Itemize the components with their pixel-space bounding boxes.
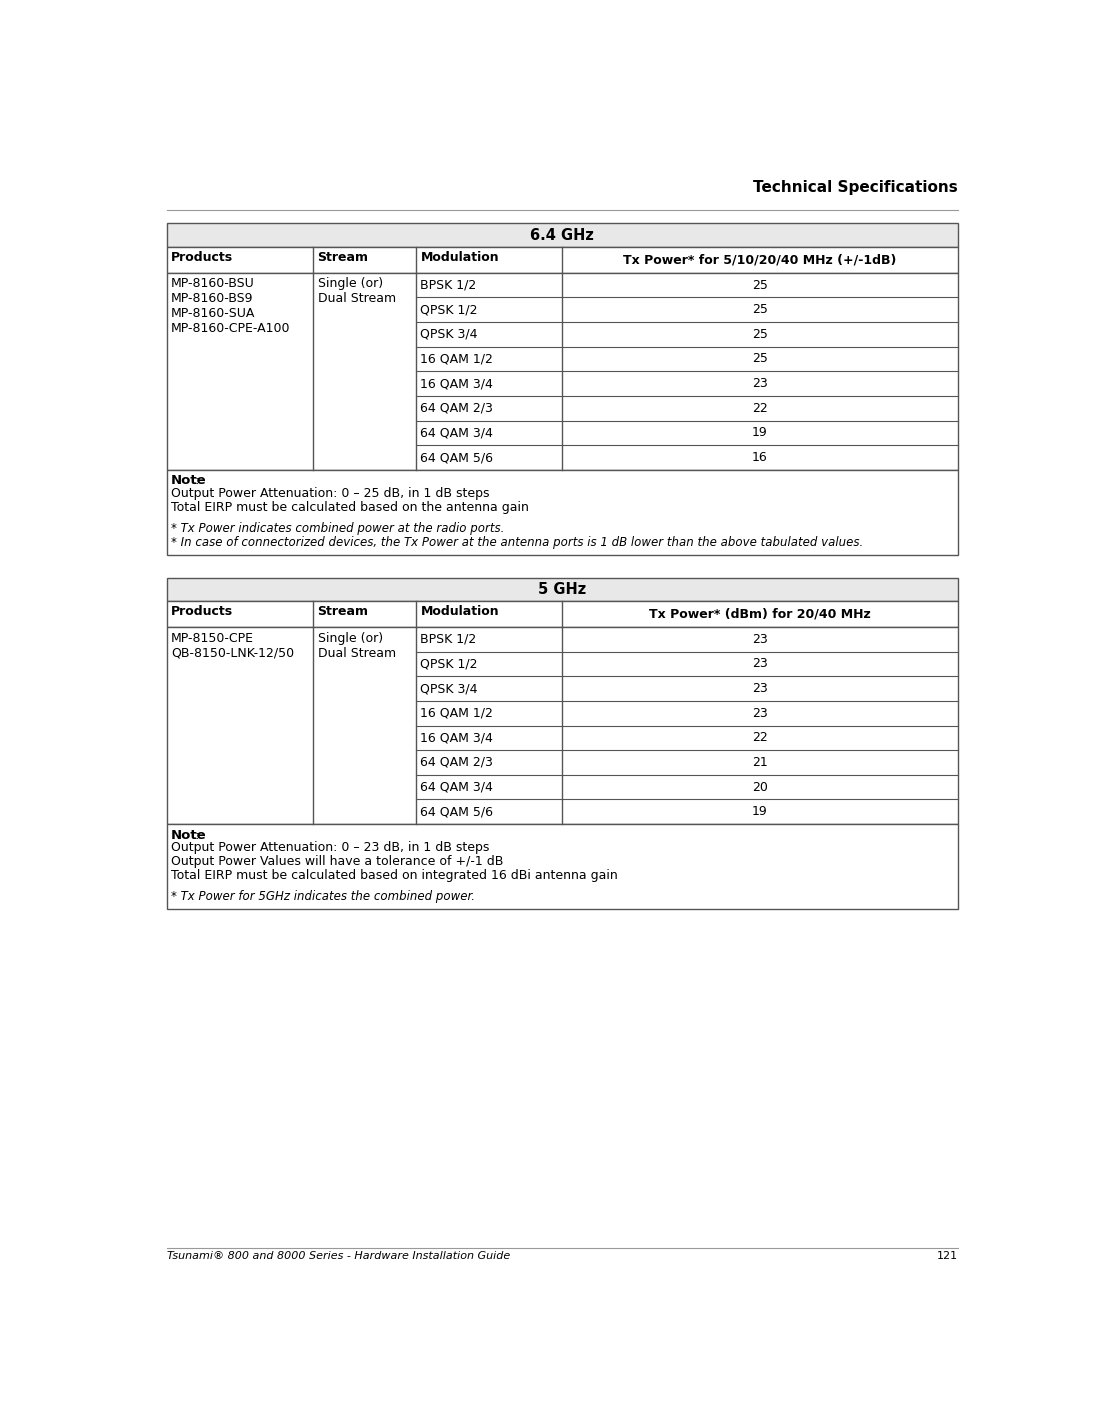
Text: 64 QAM 2/3: 64 QAM 2/3: [420, 402, 494, 415]
Text: BPSK 1/2: BPSK 1/2: [420, 633, 477, 646]
Text: Output Power Attenuation: 0 – 23 dB, in 1 dB steps: Output Power Attenuation: 0 – 23 dB, in …: [171, 841, 489, 854]
Text: 64 QAM 2/3: 64 QAM 2/3: [420, 756, 494, 769]
Text: Tx Power* (dBm) for 20/40 MHz: Tx Power* (dBm) for 20/40 MHz: [649, 607, 871, 620]
Text: 16 QAM 3/4: 16 QAM 3/4: [420, 732, 494, 744]
Text: 19: 19: [753, 426, 768, 439]
Text: 64 QAM 5/6: 64 QAM 5/6: [420, 806, 494, 819]
Text: 64 QAM 3/4: 64 QAM 3/4: [420, 780, 494, 794]
Bar: [167, 272, 958, 471]
Text: Total EIRP must be calculated based on integrated 16 dBi antenna gain: Total EIRP must be calculated based on i…: [171, 868, 618, 881]
Text: 19: 19: [753, 806, 768, 819]
Bar: [167, 578, 958, 600]
Text: Output Power Values will have a tolerance of +/-1 dB: Output Power Values will have a toleranc…: [171, 854, 504, 868]
Text: QPSK 1/2: QPSK 1/2: [420, 657, 478, 670]
Text: :: :: [194, 829, 199, 841]
Text: Note: Note: [171, 475, 207, 488]
Text: 21: 21: [753, 756, 768, 769]
Bar: [167, 824, 958, 908]
Text: 22: 22: [753, 732, 768, 744]
Text: 16 QAM 3/4: 16 QAM 3/4: [420, 376, 494, 391]
Text: Tsunami® 800 and 8000 Series - Hardware Installation Guide: Tsunami® 800 and 8000 Series - Hardware …: [167, 1251, 510, 1261]
Text: QPSK 3/4: QPSK 3/4: [420, 328, 478, 341]
Bar: [167, 471, 958, 555]
Text: 5 GHz: 5 GHz: [539, 582, 586, 596]
Text: 22: 22: [753, 402, 768, 415]
Text: 20: 20: [753, 780, 768, 794]
Text: Single (or)
Dual Stream: Single (or) Dual Stream: [318, 632, 396, 660]
Text: 23: 23: [753, 633, 768, 646]
Text: Stream: Stream: [318, 606, 369, 619]
Text: MP-8160-BSU
MP-8160-BS9
MP-8160-SUA
MP-8160-CPE-A100: MP-8160-BSU MP-8160-BS9 MP-8160-SUA MP-8…: [171, 278, 291, 335]
Bar: [167, 627, 958, 824]
Text: 23: 23: [753, 682, 768, 694]
Text: BPSK 1/2: BPSK 1/2: [420, 278, 477, 291]
Bar: [167, 224, 958, 247]
Text: 64 QAM 3/4: 64 QAM 3/4: [420, 426, 494, 439]
Text: 16: 16: [753, 451, 768, 463]
Bar: [167, 600, 958, 627]
Bar: [167, 247, 958, 272]
Text: 16 QAM 1/2: 16 QAM 1/2: [420, 352, 494, 365]
Text: Single (or)
Dual Stream: Single (or) Dual Stream: [318, 278, 396, 305]
Text: :: :: [194, 475, 199, 488]
Text: Products: Products: [171, 606, 234, 619]
Text: 25: 25: [753, 304, 768, 317]
Text: Output Power Attenuation: 0 – 25 dB, in 1 dB steps: Output Power Attenuation: 0 – 25 dB, in …: [171, 486, 489, 501]
Text: 23: 23: [753, 376, 768, 391]
Text: QPSK 3/4: QPSK 3/4: [420, 682, 478, 694]
Text: 25: 25: [753, 278, 768, 291]
Text: Modulation: Modulation: [420, 251, 499, 264]
Text: 23: 23: [753, 707, 768, 720]
Text: Products: Products: [171, 251, 234, 264]
Text: 16 QAM 1/2: 16 QAM 1/2: [420, 707, 494, 720]
Text: * Tx Power indicates combined power at the radio ports.: * Tx Power indicates combined power at t…: [171, 522, 505, 535]
Text: MP-8150-CPE
QB-8150-LNK-12/50: MP-8150-CPE QB-8150-LNK-12/50: [171, 632, 294, 660]
Text: Note: Note: [171, 829, 207, 841]
Text: Total EIRP must be calculated based on the antenna gain: Total EIRP must be calculated based on t…: [171, 501, 529, 513]
Text: 25: 25: [753, 328, 768, 341]
Text: Tx Power* for 5/10/20/40 MHz (+/-1dB): Tx Power* for 5/10/20/40 MHz (+/-1dB): [623, 254, 896, 267]
Text: Stream: Stream: [318, 251, 369, 264]
Text: Technical Specifications: Technical Specifications: [754, 180, 958, 195]
Text: 25: 25: [753, 352, 768, 365]
Text: 6.4 GHz: 6.4 GHz: [530, 228, 595, 242]
Text: 64 QAM 5/6: 64 QAM 5/6: [420, 451, 494, 463]
Text: 23: 23: [753, 657, 768, 670]
Text: * Tx Power for 5GHz indicates the combined power.: * Tx Power for 5GHz indicates the combin…: [171, 890, 475, 903]
Text: Modulation: Modulation: [420, 606, 499, 619]
Text: * In case of connectorized devices, the Tx Power at the antenna ports is 1 dB lo: * In case of connectorized devices, the …: [171, 536, 863, 549]
Text: 121: 121: [937, 1251, 958, 1261]
Text: QPSK 1/2: QPSK 1/2: [420, 304, 478, 317]
